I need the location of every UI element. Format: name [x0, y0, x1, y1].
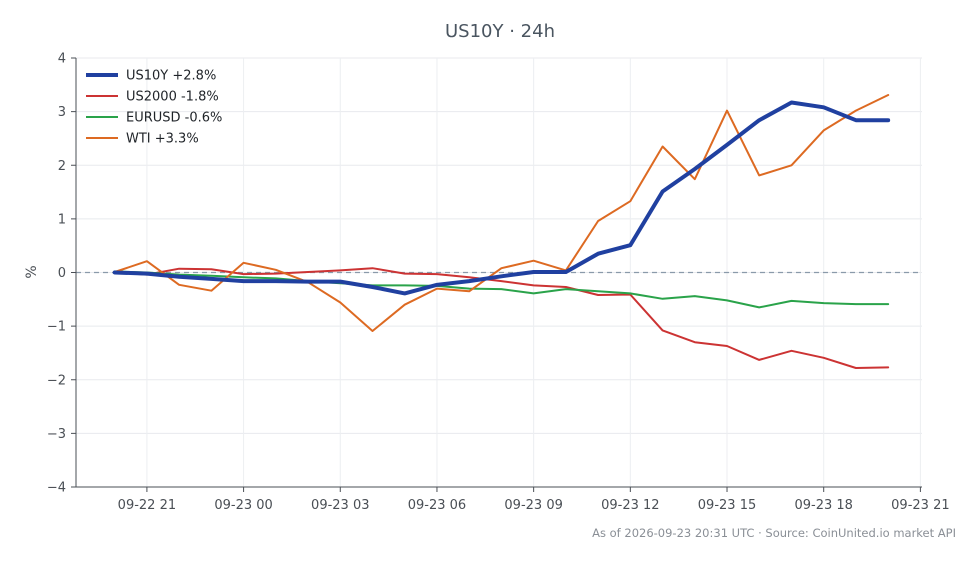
x-tick-label: 09-23 12	[601, 498, 659, 513]
y-tick-label: 0	[58, 266, 66, 281]
chart-title: US10Y · 24h	[445, 21, 555, 42]
x-tick-label: 09-23 21	[891, 498, 949, 513]
x-tick-label: 09-22 21	[118, 498, 176, 513]
legend-label-us10y: US10Y +2.8%	[126, 69, 216, 84]
y-tick-label: 4	[58, 52, 66, 67]
legend-label-eurusd: EURUSD -0.6%	[126, 111, 222, 126]
x-tick-label: 09-23 00	[214, 498, 272, 513]
y-tick-label: 2	[58, 159, 66, 174]
series-line-eurusd	[113, 270, 890, 309]
series-line-wti	[113, 94, 890, 332]
y-tick-label: −3	[47, 427, 66, 442]
series-line-us2000	[113, 267, 890, 369]
y-axis-label: %	[24, 265, 40, 278]
footer-source: As of 2026-09-23 20:31 UTC · Source: Coi…	[592, 526, 956, 540]
x-tick-label: 09-23 15	[698, 498, 756, 513]
y-tick-label: −1	[47, 320, 66, 335]
legend: US10Y +2.8% US2000 -1.8% EURUSD -0.6% WTI +…	[86, 69, 222, 147]
series-lines	[112, 94, 891, 369]
x-tick-label: 09-23 18	[794, 498, 852, 513]
y-tick-label: −2	[47, 373, 66, 388]
axes: −4 −3 −2 −1 0 1 2 3 4 09-22 21 09-23 00 09-23 03 09-…	[47, 52, 950, 514]
x-tick-label: 09-23 09	[504, 498, 562, 513]
y-tick-label: 1	[58, 212, 66, 227]
x-tick-label: 09-23 03	[311, 498, 369, 513]
y-tick-label: 3	[58, 105, 66, 120]
x-tick-label: 09-23 06	[408, 498, 466, 513]
legend-label-us2000: US2000 -1.8%	[126, 90, 219, 105]
series-line-us10y	[112, 100, 891, 296]
y-tick-label: −4	[47, 481, 66, 496]
legend-label-wti: WTI +3.3%	[126, 132, 199, 147]
